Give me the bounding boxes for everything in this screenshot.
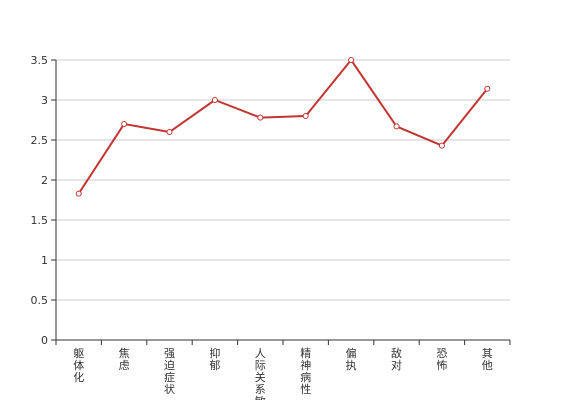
y-axis: 0 0.5 1 1.5 2 2.5 3 3.5 [31,54,57,347]
series-layer [75,57,491,197]
x-axis: 躯体化 焦虑 强迫症状 抑郁 人际关系敏感 精神病性 偏执 敌对 恐怖 其他 [55,339,511,400]
x-tick-label: 精神病性 [300,347,311,396]
x-tick-label: 偏执 [346,346,357,372]
x-tick-label: 其他 [482,347,493,372]
data-point [393,123,400,130]
y-tick-label: 2 [41,174,48,187]
data-point [75,190,82,197]
x-tick-label: 抑郁 [209,346,220,372]
y-tick-label: 0.5 [31,294,49,307]
y-tick-label: 0 [41,334,48,347]
x-tick-label: 人际关系敏感 [255,347,266,400]
x-tick-label: 强迫症状 [164,347,175,396]
y-tick-label: 1.5 [31,214,49,227]
gridlines [56,59,510,301]
x-tick-label: 焦虑 [119,347,130,372]
y-tick-label: 2.5 [31,134,49,147]
series-line [77,59,489,195]
x-tick-label: 躯体化 [73,347,84,384]
x-tick-label: 敌对 [391,346,402,372]
data-point [348,57,355,63]
data-point [166,129,173,135]
y-tick-label: 3 [41,94,48,107]
data-point [438,142,445,149]
y-tick-label: 3.5 [31,54,49,67]
x-tick-label: 恐怖 [436,347,447,372]
data-point [211,97,218,103]
data-point [484,85,491,92]
y-tick-label: 1 [41,254,48,267]
data-point [121,121,128,127]
data-point [302,113,309,119]
data-point [257,114,264,121]
